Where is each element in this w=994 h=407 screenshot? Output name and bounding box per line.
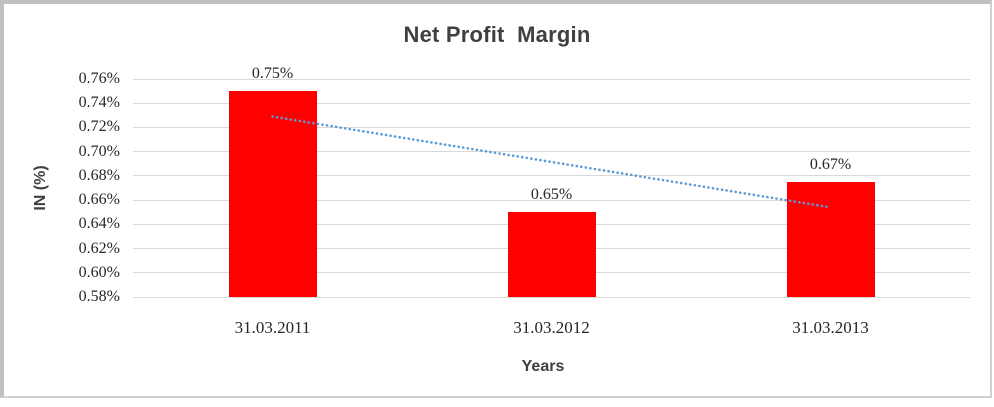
trendline <box>271 115 832 209</box>
gridline <box>133 126 970 128</box>
y-tick-label: 0.70% <box>78 142 120 160</box>
x-tick-label: 31.03.2011 <box>234 318 311 337</box>
trendline-layer <box>271 115 832 209</box>
gridline <box>133 175 970 177</box>
y-tick-label: 0.74% <box>78 94 120 112</box>
gridline <box>133 296 970 298</box>
x-tick-label: 31.03.2012 <box>513 318 590 337</box>
y-tick-label: 0.64% <box>78 215 120 233</box>
y-tick-label: 0.62% <box>78 239 120 257</box>
bar <box>786 181 875 297</box>
data-label: 0.67% <box>809 155 852 173</box>
y-tick-label: 0.68% <box>78 166 120 184</box>
gridline <box>133 102 970 104</box>
y-tick-label: 0.66% <box>78 191 120 209</box>
y-tick-label: 0.72% <box>78 118 120 136</box>
data-label: 0.75% <box>251 65 294 83</box>
gridline <box>133 199 970 201</box>
y-tick-label: 0.60% <box>78 263 120 281</box>
data-label: 0.65% <box>530 186 573 204</box>
x-axis-title: Years <box>521 358 565 375</box>
bar <box>228 91 317 297</box>
plot-area: 0.58% 0.60% 0.62% 0.64% 0.66% 0.68% 0.70% 0.72%… <box>79 65 970 337</box>
bar <box>507 212 596 297</box>
y-tick-label: 0.58% <box>78 288 120 305</box>
x-tick-label: 31.03.2013 <box>792 318 869 337</box>
gridline <box>133 78 970 80</box>
gridline <box>133 151 970 153</box>
y-tick-label: 0.76% <box>78 70 120 87</box>
chart-title: Net Profit Margin <box>403 22 591 47</box>
